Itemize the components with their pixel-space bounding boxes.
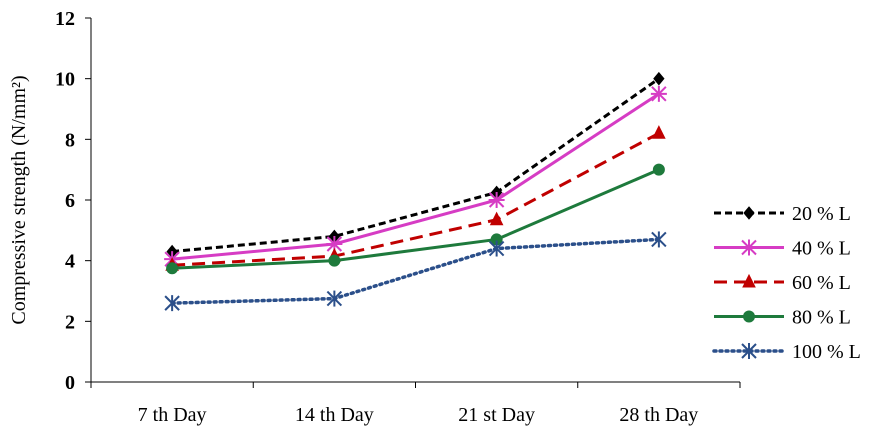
y-tick-label: 6 [65,190,75,212]
y-tick-label: 0 [65,372,75,394]
x-tick-label: 7 th Day [138,404,207,426]
data-point [164,295,180,312]
legend-swatch-marker [741,239,757,256]
series-40-l [164,85,667,268]
legend: 20 % L 40 % L 60 % L 80 % L 100 % L [712,203,861,363]
y-tick-label: 8 [65,129,75,151]
data-point [328,254,341,267]
data-point [651,231,667,248]
series-line [172,131,660,267]
data-point [488,240,505,257]
legend-label: 100 % L [792,341,861,363]
data-point [488,192,505,208]
y-axis-title: Compressive strength (N/mm²) [8,75,30,324]
y-tick-label: 10 [55,69,75,91]
data-point [652,163,665,176]
legend-item: 40 % L [714,238,851,260]
data-point [653,71,665,86]
series-100-l [164,231,667,312]
data-point [166,262,179,275]
x-tick-label: 28 th Day [619,404,698,426]
legend-item: 20 % L [714,203,851,225]
legend-swatch-marker [743,206,755,220]
legend-label: 60 % L [792,272,851,294]
series-line [170,237,661,305]
legend-item: 60 % L [714,272,851,294]
legend-swatch-marker [743,310,755,323]
y-tick-label: 12 [55,8,75,30]
series-lines [164,71,667,312]
y-tick-labels: 0 2 4 6 8 10 12 [55,8,75,394]
y-tick-label: 2 [65,311,75,333]
y-axis-title-group: Compressive strength (N/mm²) [8,75,30,324]
legend-label: 20 % L [792,203,851,225]
y-tick-label: 4 [65,251,75,273]
data-point [326,290,343,307]
legend-label: 40 % L [792,238,851,260]
legend-label: 80 % L [792,307,851,329]
x-tick-label: 14 th Day [295,404,374,426]
x-tick-labels: 7 th Day 14 th Day 21 st Day 28 th Day [138,404,699,426]
data-point [489,211,504,226]
axes [85,17,741,388]
legend-item: 100 % L [712,341,861,363]
series-line [171,92,660,261]
data-point [652,125,666,139]
series-80-l [166,163,665,275]
series-20-l [166,71,665,259]
legend-swatch-marker [741,343,757,359]
series-line [171,77,660,254]
series-line [172,168,660,270]
legend-swatch-marker [742,273,756,288]
legend-item: 80 % L [714,307,851,329]
x-tick-label: 21 st Day [458,404,535,426]
data-point [650,85,667,102]
